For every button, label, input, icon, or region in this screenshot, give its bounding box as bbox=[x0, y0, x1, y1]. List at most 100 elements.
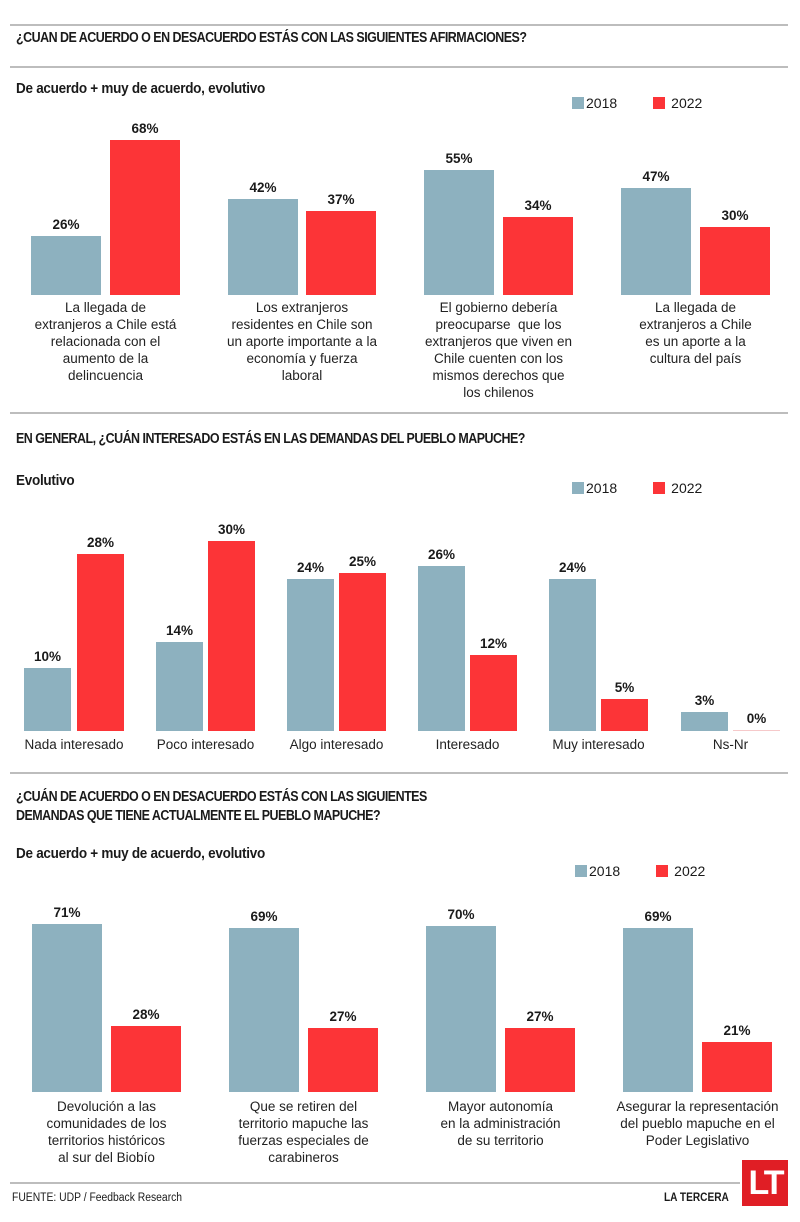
chart1-subtitle: De acuerdo + muy de acuerdo, evolutivo bbox=[16, 80, 265, 97]
legend-swatch-2018 bbox=[575, 865, 587, 877]
chart1-category-label-0: La llegada de extranjeros a Chile está rel… bbox=[21, 299, 190, 384]
chart2-bar-2022-1 bbox=[208, 541, 255, 731]
category-label-line: al sur del Biobío bbox=[58, 1150, 155, 1165]
chart3-value-label-2022-0: 28% bbox=[132, 1006, 160, 1022]
chart2-bar-2022-2 bbox=[339, 572, 386, 731]
chart2-bar-2018-2 bbox=[287, 579, 334, 731]
category-label-line: Muy interesado bbox=[552, 737, 645, 752]
chart2-value-label-2018-1: 14% bbox=[165, 623, 194, 639]
chart1-bar-2022-3 bbox=[700, 226, 770, 295]
chart1-title: ¿CUAN DE ACUERDO O EN DESACUERDO ESTÁS C… bbox=[16, 30, 527, 46]
chart3-bar-2018-1 bbox=[229, 928, 299, 1092]
chart1-value-label-2018-3: 47% bbox=[642, 168, 670, 184]
chart2-title: EN GENERAL, ¿CUÁN INTERESADO ESTÁS EN LA… bbox=[16, 431, 525, 447]
category-label-line: territorio mapuche las bbox=[238, 1116, 369, 1131]
chart3-bar-2018-2 bbox=[426, 926, 496, 1092]
chart1-bar-2022-0 bbox=[110, 139, 180, 295]
category-label-line: es un aporte a la bbox=[645, 334, 746, 349]
chart1-bar-2018-0 bbox=[31, 235, 101, 295]
chart3-value-label-2018-3: 69% bbox=[644, 909, 672, 925]
chart1-bar-2022-2 bbox=[503, 217, 573, 295]
chart2-category-label-5: Ns-Nr bbox=[651, 736, 800, 753]
chart1-bar-2018-3 bbox=[621, 187, 691, 295]
chart3-bar-2022-2 bbox=[505, 1028, 575, 1092]
category-label-line: un aporte importante a la bbox=[226, 334, 378, 349]
category-label-line: extranjeros a Chile bbox=[639, 317, 752, 332]
chart2-value-label-2018-4: 24% bbox=[558, 560, 587, 576]
chart3-category-label-2: Mayor autonomía en la administración de su… bbox=[416, 1098, 585, 1149]
chart1-value-label-2018-0: 26% bbox=[52, 216, 80, 232]
chart2-legend: 2018 2022 bbox=[572, 480, 702, 496]
chart2-bar-2022-3 bbox=[470, 655, 517, 731]
chart2-bar-2022-4 bbox=[601, 699, 648, 731]
chart3-bar-2018-0 bbox=[32, 923, 102, 1092]
legend-swatch-2022 bbox=[653, 482, 666, 494]
chart2-value-label-2018-0: 10% bbox=[33, 648, 62, 664]
chart3-value-label-2018-0: 71% bbox=[53, 904, 81, 920]
chart3-title-line2: DEMANDAS QUE TIENE ACTUALMENTE EL PUEBLO… bbox=[16, 808, 381, 824]
category-label-line: Poder Legislativo bbox=[645, 1133, 750, 1148]
chart2-category-label-2: Algo interesado bbox=[257, 736, 417, 753]
chart2-value-label-2022-1: 30% bbox=[217, 522, 246, 538]
category-label-line: laboral bbox=[281, 368, 323, 383]
top-divider bbox=[10, 24, 788, 26]
category-label-line: fuerzas especiales de bbox=[238, 1133, 369, 1148]
category-label-line: Interesado bbox=[435, 737, 500, 752]
chart3-subtitle: De acuerdo + muy de acuerdo, evolutivo bbox=[16, 845, 265, 862]
chart3-value-label-2018-1: 69% bbox=[250, 909, 278, 925]
category-label-line: Mayor autonomía bbox=[447, 1099, 554, 1114]
chart2-category-label-0: Nada interesado bbox=[0, 736, 154, 753]
chart3-category-label-1: Que se retiren del territorio mapuche las… bbox=[219, 1098, 388, 1166]
category-label-line: territorios históricos bbox=[47, 1133, 166, 1148]
source-note: FUENTE: UDP / Feedback Research bbox=[12, 1192, 183, 1204]
category-label-line: Chile cuenten con los bbox=[433, 351, 564, 366]
chart3-category-label-3: Asegurar la representación del pueblo map… bbox=[613, 1098, 782, 1149]
category-label-line: los chilenos bbox=[463, 385, 534, 400]
category-label-line: Algo interesado bbox=[289, 737, 384, 752]
chart2-value-label-2022-5: 0% bbox=[746, 711, 767, 726]
chart2-value-label-2018-2: 24% bbox=[296, 560, 325, 576]
chart3-category-label-0: Devolución a las comunidades de los territ… bbox=[22, 1098, 191, 1166]
la-tercera-logo: LT bbox=[742, 1160, 788, 1206]
category-label-line: aumento de la bbox=[62, 351, 149, 366]
chart2-category-label-4: Muy interesado bbox=[519, 736, 679, 753]
chart3-value-label-2022-1: 27% bbox=[329, 1009, 357, 1024]
chart3-bar-2022-3 bbox=[702, 1042, 772, 1092]
chart3-legend: 2018 2022 bbox=[575, 863, 705, 879]
chart2-value-label-2022-0: 28% bbox=[86, 534, 115, 550]
chart2-value-label-2022-4: 5% bbox=[614, 680, 635, 696]
legend-label-2018: 2018 bbox=[586, 480, 618, 496]
legend-swatch-2018 bbox=[572, 482, 584, 494]
category-label-line: Nada interesado bbox=[24, 737, 124, 752]
chart2-bar-2018-0 bbox=[24, 667, 71, 731]
chart1-legend: 2018 2022 bbox=[572, 95, 702, 111]
section2-divider bbox=[10, 412, 788, 414]
chart1-value-label-2022-0: 68% bbox=[131, 120, 159, 136]
legend-label-2018: 2018 bbox=[586, 95, 618, 111]
chart2-bar-2022-0 bbox=[77, 553, 124, 731]
category-label-line: del pueblo mapuche en el bbox=[620, 1116, 775, 1131]
chart3-bar-2018-3 bbox=[623, 928, 693, 1092]
chart1-category-label-3: La llegada de extranjeros a Chile es un ap… bbox=[611, 299, 780, 367]
chart1-bar-2022-1 bbox=[306, 210, 376, 295]
chart1-value-label-2022-2: 34% bbox=[524, 198, 552, 214]
chart3-title-line1: ¿CUÁN DE ACUERDO O EN DESACUERDO ESTÁS C… bbox=[16, 789, 427, 805]
category-label-line: La llegada de bbox=[654, 300, 737, 315]
chart2-subtitle: Evolutivo bbox=[16, 472, 75, 489]
category-label-line: delincuencia bbox=[67, 368, 144, 383]
category-label-line: en la administración bbox=[440, 1116, 561, 1131]
legend-label-2022: 2022 bbox=[674, 863, 706, 879]
chart1-title-divider bbox=[10, 66, 788, 68]
brand-name: LA TERCERA bbox=[664, 1192, 729, 1204]
category-label-line: Asegurar la representación bbox=[616, 1099, 779, 1114]
footer-divider bbox=[10, 1182, 740, 1184]
category-label-line: La llegada de bbox=[64, 300, 147, 315]
category-label-line: carabineros bbox=[268, 1150, 339, 1165]
category-label-line: relacionada con el bbox=[50, 334, 161, 349]
chart2-value-label-2018-5: 3% bbox=[694, 693, 715, 708]
category-label-line: extranjeros a Chile está bbox=[34, 317, 177, 332]
chart2-value-label-2022-2: 25% bbox=[348, 553, 377, 569]
section3-divider bbox=[10, 772, 788, 774]
chart3-bar-2022-0 bbox=[111, 1025, 181, 1092]
chart1-category-label-2: El gobierno debería preocuparse que los ex… bbox=[414, 299, 583, 401]
